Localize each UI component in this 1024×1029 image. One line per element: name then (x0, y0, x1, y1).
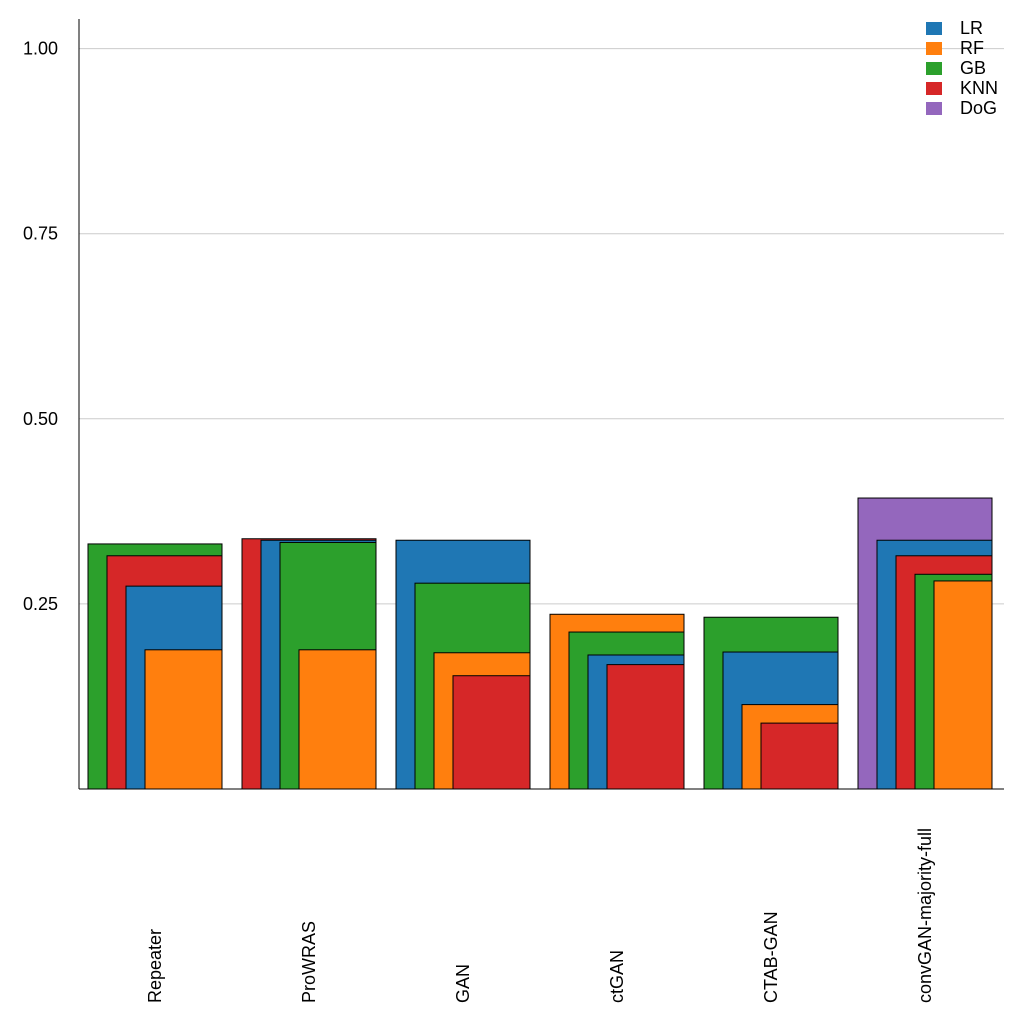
legend-label: RF (960, 38, 984, 58)
legend-swatch-knn (926, 82, 942, 95)
x-category-label: Repeater (145, 929, 165, 1003)
legend-swatch-gb (926, 62, 942, 75)
legend-label: KNN (960, 78, 998, 98)
legend-swatch-dog (926, 102, 942, 115)
y-tick-labels: 0.25 0.50 0.75 1.00 (23, 39, 58, 614)
x-category-labels: Repeater ProWRAS GAN ctGAN CTAB-GAN convGAN-m… (145, 828, 935, 1003)
gridlines (79, 48, 1004, 605)
y-tick-label: 0.50 (23, 409, 58, 429)
bar-knn-ctab-gan (760, 722, 839, 790)
x-category-label: ProWRAS (299, 921, 319, 1003)
legend-swatch-lr (926, 22, 942, 35)
y-tick-label: 0.75 (23, 224, 58, 244)
legend-swatch-rf (926, 42, 942, 55)
axes (78, 19, 1004, 790)
x-category-label: GAN (453, 964, 473, 1003)
bar-rf-prowras (298, 649, 377, 790)
bar-knn-ctgan (606, 664, 685, 790)
bars (87, 497, 993, 790)
x-category-label: ctGAN (607, 950, 627, 1003)
bar-rf-convgan-majority-full (933, 580, 993, 790)
x-category-label: convGAN-majority-full (915, 828, 935, 1003)
legend-label: LR (960, 18, 983, 38)
y-tick-label: 1.00 (23, 39, 58, 59)
bar-rf-repeater (144, 649, 223, 790)
bar-knn-gan (452, 675, 531, 790)
legend-label: GB (960, 58, 986, 78)
y-tick-label: 0.25 (23, 594, 58, 614)
legend-label: DoG (960, 98, 997, 118)
x-category-label: CTAB-GAN (761, 911, 781, 1003)
